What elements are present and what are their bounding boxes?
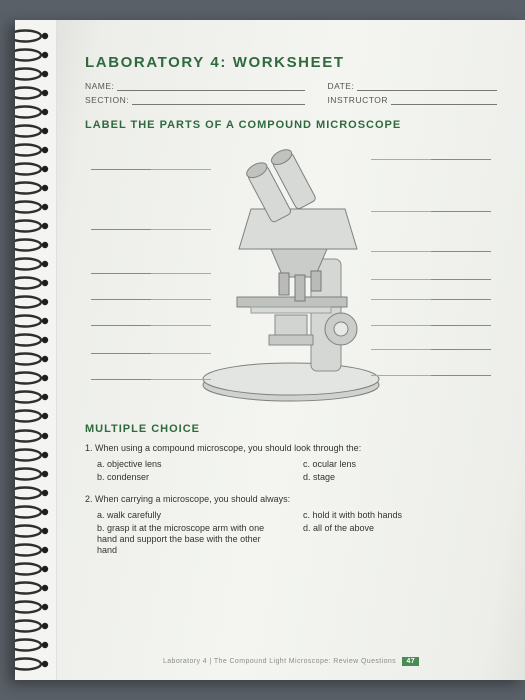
label-heading: LABEL THE PARTS OF A COMPOUND MICROSCOPE <box>85 119 497 131</box>
microscope-figure <box>91 139 491 409</box>
spiral-coil <box>15 181 57 195</box>
date-label: DATE: <box>327 81 354 91</box>
spiral-coil <box>15 638 57 652</box>
label-line[interactable] <box>431 299 491 300</box>
label-line[interactable] <box>91 325 151 326</box>
q2-option-c[interactable]: c. hold it with both hands <box>303 510 497 521</box>
spiral-coil <box>15 409 57 423</box>
instructor-input-line[interactable] <box>391 95 497 105</box>
spiral-coil <box>15 619 57 633</box>
spiral-coil <box>15 219 57 233</box>
section-label: SECTION: <box>85 95 129 105</box>
spiral-coil <box>15 67 57 81</box>
leader-line <box>371 159 431 160</box>
q1-number: 1. <box>85 443 93 453</box>
mc-heading: MULTIPLE CHOICE <box>85 423 497 435</box>
leader-line <box>151 169 211 170</box>
q1-option-d[interactable]: d. stage <box>303 472 497 483</box>
multiple-choice: 1. When using a compound microscope, you… <box>85 443 497 559</box>
label-line[interactable] <box>431 279 491 280</box>
page-number: 47 <box>402 657 419 666</box>
label-line[interactable] <box>91 229 151 230</box>
spiral-coil <box>15 86 57 100</box>
name-input-line[interactable] <box>117 81 305 91</box>
question-2: 2. When carrying a microscope, you shoul… <box>85 494 497 559</box>
q1-stem: When using a compound microscope, you sh… <box>95 443 361 453</box>
q2-option-d[interactable]: d. all of the above <box>303 523 497 534</box>
spiral-coil <box>15 467 57 481</box>
spiral-coil <box>15 600 57 614</box>
spiral-coil <box>15 105 57 119</box>
spiral-coil <box>15 524 57 538</box>
spiral-coil <box>15 390 57 404</box>
label-line[interactable] <box>431 211 491 212</box>
q1-option-b[interactable]: b. condenser <box>97 472 291 483</box>
spiral-coil <box>15 48 57 62</box>
spiral-coil <box>15 562 57 576</box>
spiral-coil <box>15 162 57 176</box>
label-line[interactable] <box>431 349 491 350</box>
spiral-coil <box>15 276 57 290</box>
page-footer: Laboratory 4 | The Compound Light Micros… <box>57 657 525 666</box>
q1-option-c[interactable]: c. ocular lens <box>303 459 497 470</box>
spiral-coil <box>15 314 57 328</box>
spiral-binding <box>15 20 57 680</box>
name-label: NAME: <box>85 81 114 91</box>
leader-line <box>151 299 211 300</box>
label-line[interactable] <box>431 375 491 376</box>
worksheet-title: LABORATORY 4: WORKSHEET <box>85 54 497 71</box>
leader-line <box>151 379 211 380</box>
q2-stem: When carrying a microscope, you should a… <box>95 494 290 504</box>
spiral-coil <box>15 295 57 309</box>
label-line[interactable] <box>91 273 151 274</box>
leader-line <box>371 375 431 376</box>
spiral-coil <box>15 29 57 43</box>
spiral-coil <box>15 238 57 252</box>
spiral-coil <box>15 352 57 366</box>
label-line[interactable] <box>91 169 151 170</box>
spiral-coil <box>15 124 57 138</box>
date-input-line[interactable] <box>357 81 497 91</box>
spiral-coil <box>15 505 57 519</box>
spiral-coil <box>15 333 57 347</box>
leader-line <box>151 273 211 274</box>
leader-line <box>371 211 431 212</box>
instructor-label: INSTRUCTOR <box>327 95 388 105</box>
leader-line <box>371 279 431 280</box>
spiral-coil <box>15 143 57 157</box>
leader-line <box>151 325 211 326</box>
spiral-coil <box>15 543 57 557</box>
label-line[interactable] <box>431 251 491 252</box>
q2-number: 2. <box>85 494 93 504</box>
leader-line <box>151 229 211 230</box>
spiral-coil <box>15 486 57 500</box>
spiral-coil <box>15 200 57 214</box>
leader-line <box>371 251 431 252</box>
page: LABORATORY 4: WORKSHEET NAME: DATE: SECT… <box>15 20 525 680</box>
spiral-coil <box>15 448 57 462</box>
section-input-line[interactable] <box>132 95 305 105</box>
label-line[interactable] <box>431 159 491 160</box>
leader-line <box>371 299 431 300</box>
leader-line <box>151 353 211 354</box>
q2-option-a[interactable]: a. walk carefully <box>97 510 291 521</box>
microscope-svg <box>91 139 491 409</box>
spiral-coil <box>15 657 57 671</box>
label-line[interactable] <box>91 353 151 354</box>
label-line[interactable] <box>91 299 151 300</box>
spiral-coil <box>15 581 57 595</box>
q1-option-a[interactable]: a. objective lens <box>97 459 291 470</box>
leader-line <box>371 325 431 326</box>
question-1: 1. When using a compound microscope, you… <box>85 443 497 486</box>
label-line[interactable] <box>91 379 151 380</box>
leader-line <box>371 349 431 350</box>
header-fields: NAME: DATE: SECTION: INSTRUCTOR <box>85 81 497 105</box>
spiral-coil <box>15 257 57 271</box>
label-line[interactable] <box>431 325 491 326</box>
spiral-coil <box>15 371 57 385</box>
footer-text: Laboratory 4 | The Compound Light Micros… <box>163 658 396 665</box>
worksheet-sheet: LABORATORY 4: WORKSHEET NAME: DATE: SECT… <box>57 20 525 680</box>
spiral-coil <box>15 429 57 443</box>
q2-option-b[interactable]: b. grasp it at the microscope arm with o… <box>97 523 267 557</box>
